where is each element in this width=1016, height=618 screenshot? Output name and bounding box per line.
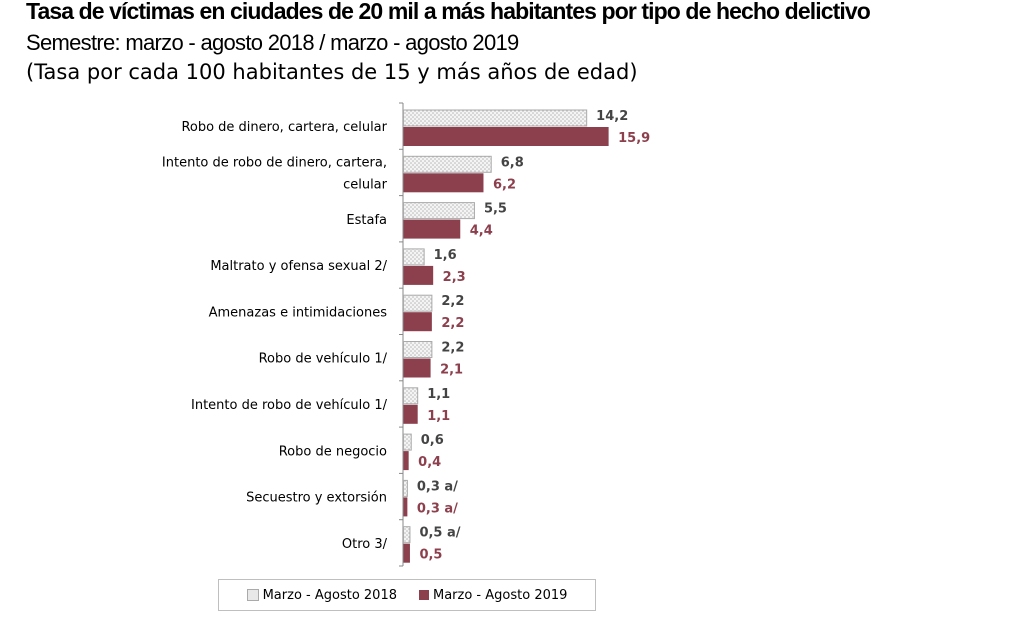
data-label-2019: 2,2 [441,316,464,331]
bar-2018 [403,433,412,451]
data-label-2019: 6,2 [493,177,516,192]
category-label: Intento de robo de vehículo 1/ [191,398,388,413]
category-label: Amenazas e intimidaciones [209,305,388,320]
data-label-2018: 1,1 [427,387,450,402]
bar-2018 [403,109,588,127]
data-label-2019: 0,4 [418,455,441,470]
data-label-2018: 0,3 a/ [417,479,458,494]
data-label-2018: 5,5 [484,202,507,217]
bar-2019 [403,543,410,563]
data-label-2018: 1,6 [434,248,457,263]
bar-2019 [403,312,432,332]
data-label-2018: 0,5 a/ [419,526,460,541]
category-label: Secuestro y extorsión [246,491,387,506]
bar-2018 [403,294,433,312]
bar-2019 [403,127,609,146]
data-label-2019: 0,3 a/ [417,501,458,516]
category-label: Estafa [346,213,387,228]
data-label-2019: 1,1 [427,409,450,424]
bar-2018 [403,387,419,405]
data-label-2019: 4,4 [470,224,493,239]
data-label-2019: 2,3 [443,270,466,285]
bar-2018 [403,479,408,497]
bar-2019 [403,265,434,285]
data-label-2018: 2,2 [441,294,464,309]
data-label-2018: 6,8 [501,155,524,170]
data-label-2018: 0,6 [421,433,444,448]
category-label: Intento de robo de dinero, cartera, celul… [162,155,388,192]
legend-swatch-2019 [419,590,429,600]
bar-2018 [403,248,425,266]
legend-swatch-2018 [246,589,259,601]
data-label-2019: 15,9 [618,131,650,146]
data-label-2019: 2,1 [440,363,463,378]
bar-2018 [403,341,433,358]
bar-2019 [403,219,461,239]
category-label: Otro 3/ [342,537,388,552]
legend: Marzo - Agosto 2018 Marzo - Agosto 2019 [218,579,596,611]
bar-2019 [403,358,431,378]
chart-subtitle-units: (Tasa por cada 100 habitantes de 15 y má… [26,60,638,84]
legend-label-2019: Marzo - Agosto 2019 [433,587,568,603]
category-label: Robo de dinero, cartera, celular [181,120,387,135]
chart-subtitle: Semestre: marzo - agosto 2018 / marzo - … [26,30,519,55]
chart-title: Tasa de víctimas en ciudades de 20 mil a… [26,0,871,24]
bar-2019 [403,173,484,193]
data-label-2019: 0,5 [419,548,442,563]
bar-2018 [403,202,475,220]
data-label-2018: 2,2 [441,341,464,356]
bar-2019 [403,497,408,517]
bar-2018 [403,155,492,173]
category-label: Robo de negocio [279,444,387,459]
bar-2019 [403,451,409,471]
category-label: Robo de vehículo 1/ [259,352,388,367]
legend-item-2019: Marzo - Agosto 2019 [419,588,567,603]
legend-label-2018: Marzo - Agosto 2018 [262,587,397,603]
category-label: Maltrato y ofensa sexual 2/ [210,259,387,274]
bar-2018 [403,526,411,544]
bar-2019 [403,404,418,424]
data-label-2018: 14,2 [596,109,628,124]
legend-item-2018: Marzo - Agosto 2018 [246,587,397,603]
